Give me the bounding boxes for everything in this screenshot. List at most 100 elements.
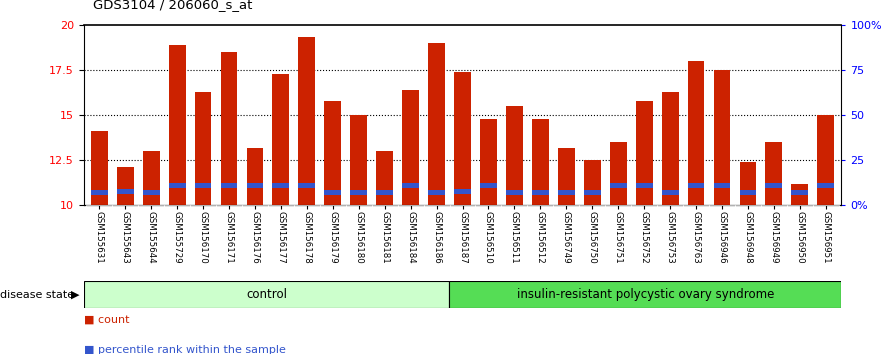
Bar xyxy=(138,205,164,281)
Bar xyxy=(272,183,289,188)
Text: GSM155643: GSM155643 xyxy=(121,211,130,264)
Text: GSM156176: GSM156176 xyxy=(250,211,259,264)
Bar xyxy=(345,205,372,281)
Text: insulin-resistant polycystic ovary syndrome: insulin-resistant polycystic ovary syndr… xyxy=(517,288,774,301)
Bar xyxy=(424,205,449,281)
Text: GSM156946: GSM156946 xyxy=(717,211,727,264)
Text: disease state: disease state xyxy=(0,290,78,300)
Bar xyxy=(372,205,397,281)
Bar xyxy=(506,190,522,195)
Text: GSM156171: GSM156171 xyxy=(225,211,233,264)
Bar xyxy=(787,205,813,281)
Text: GSM156170: GSM156170 xyxy=(198,211,208,264)
Bar xyxy=(299,38,315,205)
Bar xyxy=(662,190,678,195)
Text: GSM156749: GSM156749 xyxy=(562,211,571,264)
Bar xyxy=(476,205,501,281)
Bar xyxy=(143,151,159,205)
Bar xyxy=(299,183,315,188)
Text: GSM156751: GSM156751 xyxy=(614,211,623,264)
Bar xyxy=(397,205,424,281)
Bar xyxy=(813,205,839,281)
Bar xyxy=(714,70,730,205)
Text: GSM156177: GSM156177 xyxy=(277,211,285,264)
Bar xyxy=(454,72,471,205)
Text: GSM156510: GSM156510 xyxy=(484,211,493,264)
Bar xyxy=(143,190,159,195)
Bar xyxy=(376,151,393,205)
Bar xyxy=(558,148,574,205)
Bar xyxy=(117,189,134,194)
Text: ▶: ▶ xyxy=(70,290,79,300)
Bar xyxy=(501,205,528,281)
Bar xyxy=(449,281,841,308)
Bar xyxy=(480,183,497,188)
Bar xyxy=(528,205,553,281)
Bar xyxy=(428,43,445,205)
Bar xyxy=(324,101,341,205)
Bar xyxy=(268,205,294,281)
Text: GSM156763: GSM156763 xyxy=(692,211,700,264)
Bar xyxy=(631,205,657,281)
Bar xyxy=(766,142,782,205)
Bar xyxy=(480,119,497,205)
Bar xyxy=(687,183,705,188)
Bar xyxy=(584,190,601,195)
Text: GSM156187: GSM156187 xyxy=(458,211,467,264)
Bar xyxy=(558,190,574,195)
Bar xyxy=(610,183,626,188)
Text: GDS3104 / 206060_s_at: GDS3104 / 206060_s_at xyxy=(93,0,252,11)
Text: GSM156948: GSM156948 xyxy=(744,211,752,264)
Bar xyxy=(242,205,268,281)
Bar xyxy=(195,92,211,205)
Text: GSM155729: GSM155729 xyxy=(173,211,181,264)
Bar xyxy=(376,190,393,195)
Text: GSM156181: GSM156181 xyxy=(381,211,389,264)
Text: GSM156180: GSM156180 xyxy=(354,211,363,264)
Text: GSM156179: GSM156179 xyxy=(329,211,337,264)
Bar xyxy=(294,205,320,281)
Bar xyxy=(195,183,211,188)
Text: GSM155631: GSM155631 xyxy=(95,211,104,264)
Text: GSM156178: GSM156178 xyxy=(302,211,311,264)
Bar xyxy=(766,183,782,188)
Bar xyxy=(662,92,678,205)
Text: GSM156512: GSM156512 xyxy=(536,211,544,264)
Bar xyxy=(636,101,653,205)
Bar xyxy=(117,167,134,205)
Bar xyxy=(91,190,107,195)
Bar xyxy=(403,183,419,188)
Bar xyxy=(818,183,834,188)
Bar xyxy=(818,115,834,205)
Bar xyxy=(91,131,107,205)
Text: control: control xyxy=(246,288,287,301)
Text: GSM156184: GSM156184 xyxy=(406,211,415,264)
Bar xyxy=(247,148,263,205)
Bar xyxy=(403,90,419,205)
Bar xyxy=(739,162,757,205)
Bar xyxy=(351,190,367,195)
Text: GSM156753: GSM156753 xyxy=(666,211,675,264)
Bar xyxy=(320,205,345,281)
Bar xyxy=(709,205,735,281)
Bar xyxy=(605,205,631,281)
Bar xyxy=(532,190,549,195)
Text: GSM155644: GSM155644 xyxy=(146,211,156,264)
Bar xyxy=(454,189,471,194)
Text: ■ percentile rank within the sample: ■ percentile rank within the sample xyxy=(84,345,285,354)
Text: GSM156511: GSM156511 xyxy=(510,211,519,264)
Bar xyxy=(657,205,683,281)
Bar xyxy=(190,205,216,281)
Bar xyxy=(714,183,730,188)
Bar xyxy=(683,205,709,281)
Bar xyxy=(584,160,601,205)
Bar xyxy=(168,183,186,188)
Bar xyxy=(168,45,186,205)
Bar xyxy=(84,281,449,308)
Bar xyxy=(532,119,549,205)
Bar xyxy=(164,205,190,281)
Text: GSM156750: GSM156750 xyxy=(588,211,596,264)
Text: GSM156951: GSM156951 xyxy=(821,211,830,264)
Bar xyxy=(216,205,242,281)
Bar xyxy=(351,115,367,205)
